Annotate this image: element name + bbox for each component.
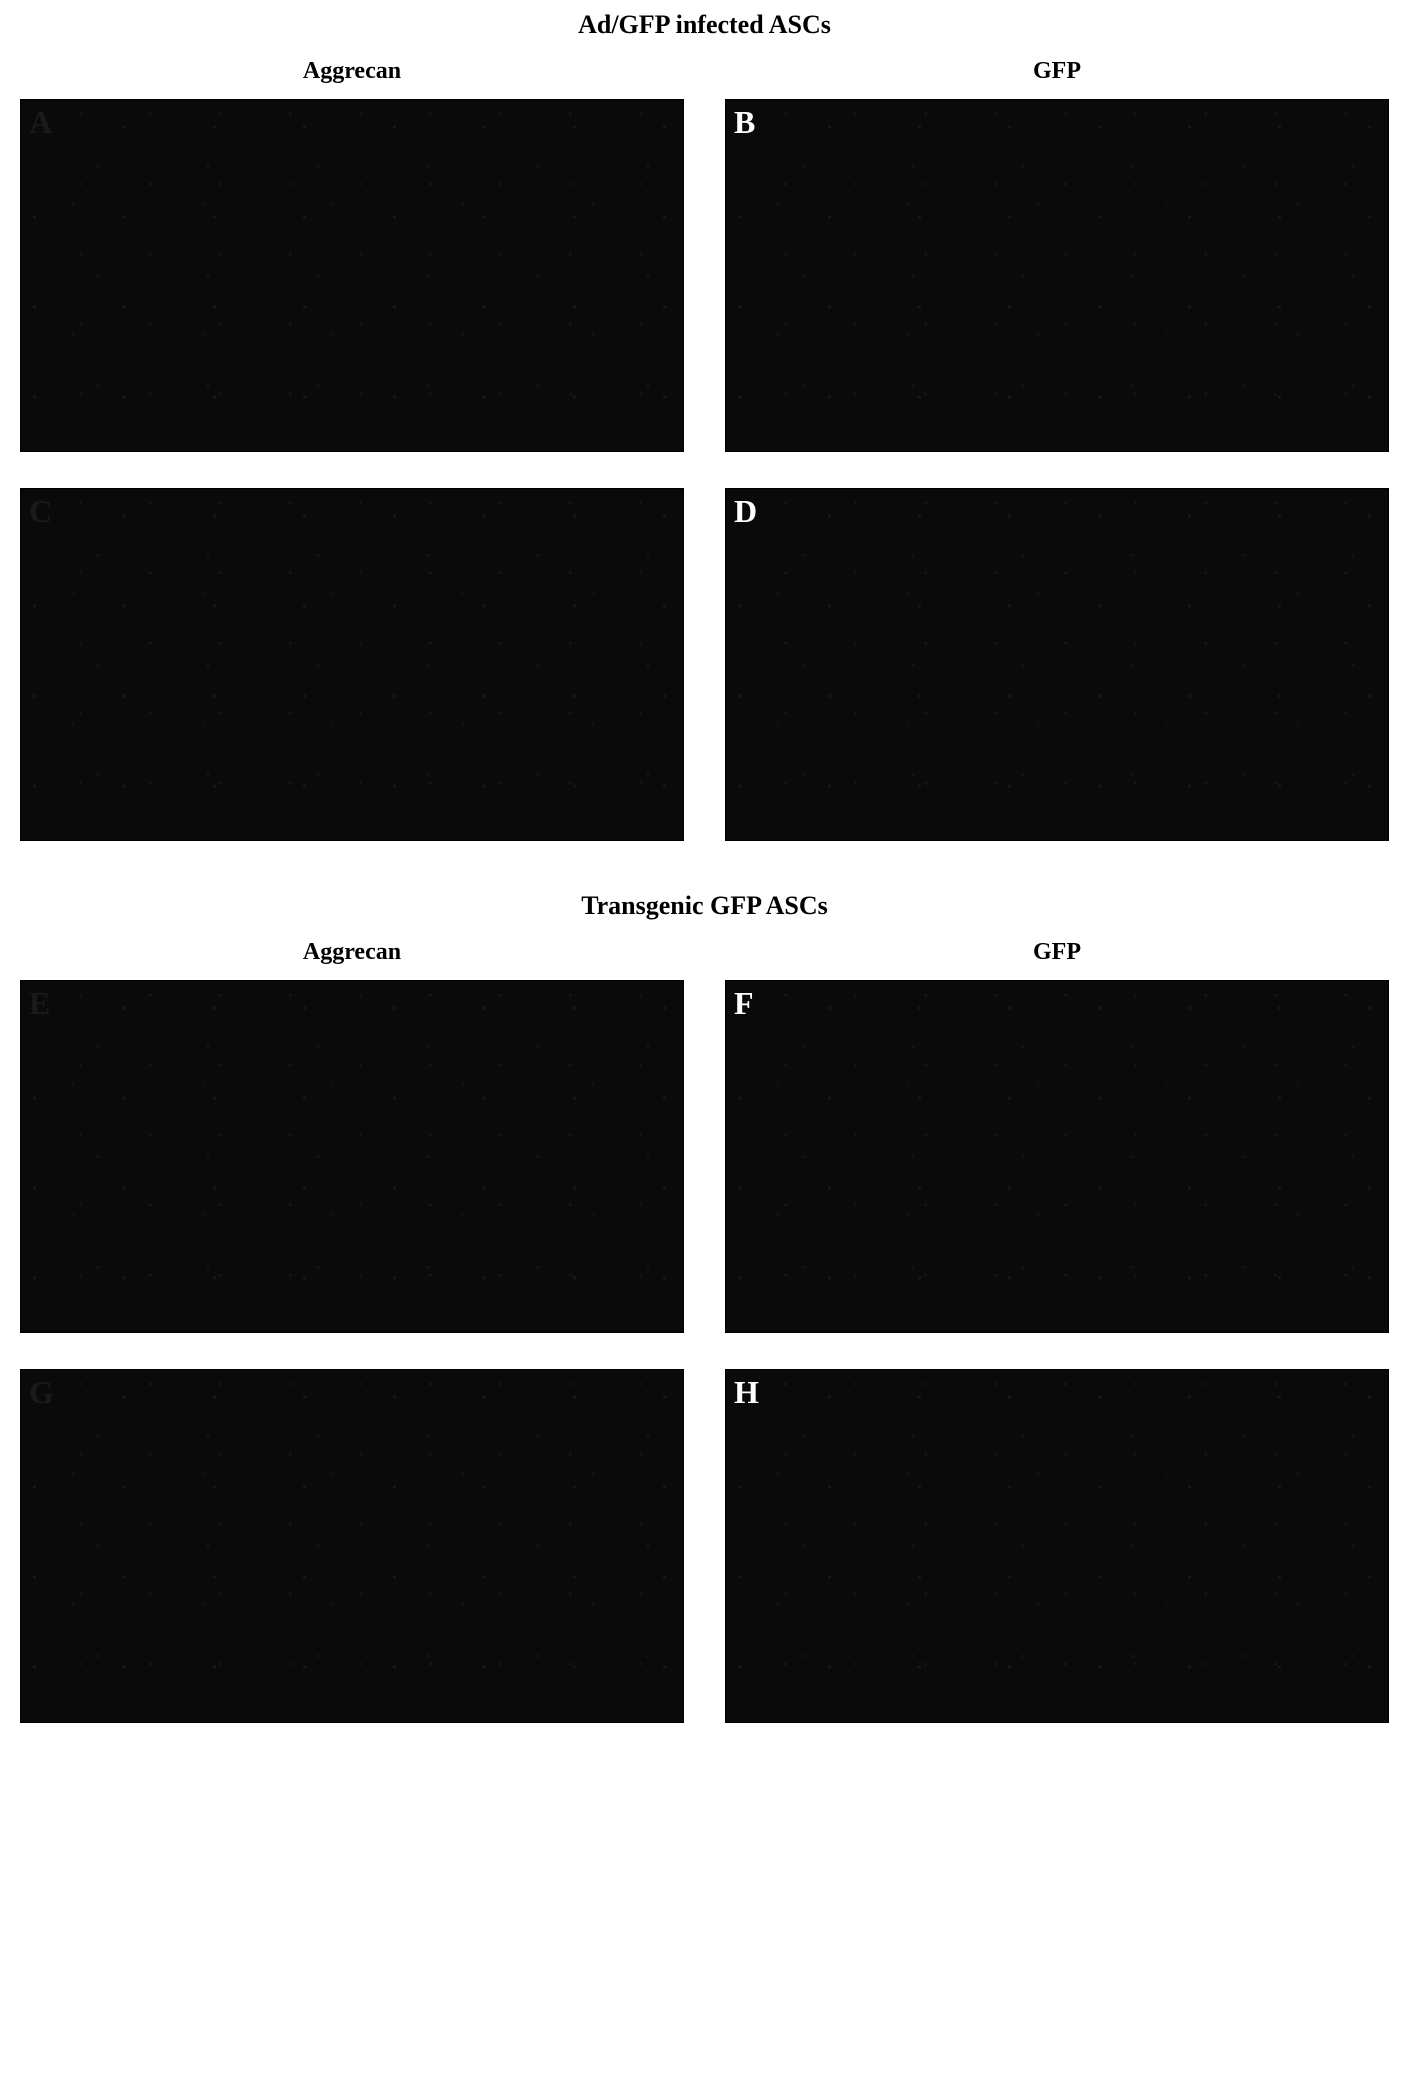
- section-1-headers: Aggrecan GFP: [20, 58, 1389, 85]
- panel-h-label: H: [734, 1376, 759, 1408]
- panel-g-texture: [21, 1370, 683, 1721]
- panel-c-texture: [21, 489, 683, 840]
- panel-f-label: F: [734, 987, 754, 1019]
- section-2-title: Transgenic GFP ASCs: [20, 891, 1389, 921]
- panel-b-texture: [726, 100, 1388, 451]
- panel-d-texture: [726, 489, 1388, 840]
- panel-e: E: [20, 980, 684, 1333]
- panel-f-texture: [726, 981, 1388, 1332]
- panel-row-cd: C D: [20, 488, 1389, 841]
- panel-row-ab: A B: [20, 99, 1389, 452]
- col-header-gfp-2: GFP: [725, 939, 1389, 966]
- panel-c: C: [20, 488, 684, 841]
- section-1: Ad/GFP infected ASCs Aggrecan GFP A B C …: [20, 10, 1389, 841]
- section-2: Transgenic GFP ASCs Aggrecan GFP E F G H: [20, 891, 1389, 1722]
- panel-g: G: [20, 1369, 684, 1722]
- panel-h: H: [725, 1369, 1389, 1722]
- panel-d: D: [725, 488, 1389, 841]
- panel-e-label: E: [29, 987, 50, 1019]
- panel-f: F: [725, 980, 1389, 1333]
- panel-a: A: [20, 99, 684, 452]
- col-header-aggrecan-2: Aggrecan: [20, 939, 684, 966]
- panel-d-label: D: [734, 495, 757, 527]
- panel-b: B: [725, 99, 1389, 452]
- panel-g-label: G: [29, 1376, 54, 1408]
- panel-a-label: A: [29, 106, 52, 138]
- section-1-title: Ad/GFP infected ASCs: [20, 10, 1389, 40]
- figure-container: Ad/GFP infected ASCs Aggrecan GFP A B C …: [20, 10, 1389, 1723]
- panel-row-gh: G H: [20, 1369, 1389, 1722]
- panel-b-label: B: [734, 106, 755, 138]
- panel-a-texture: [21, 100, 683, 451]
- panel-e-texture: [21, 981, 683, 1332]
- section-2-headers: Aggrecan GFP: [20, 939, 1389, 966]
- panel-row-ef: E F: [20, 980, 1389, 1333]
- col-header-gfp-1: GFP: [725, 58, 1389, 85]
- col-header-aggrecan-1: Aggrecan: [20, 58, 684, 85]
- panel-c-label: C: [29, 495, 52, 527]
- panel-h-texture: [726, 1370, 1388, 1721]
